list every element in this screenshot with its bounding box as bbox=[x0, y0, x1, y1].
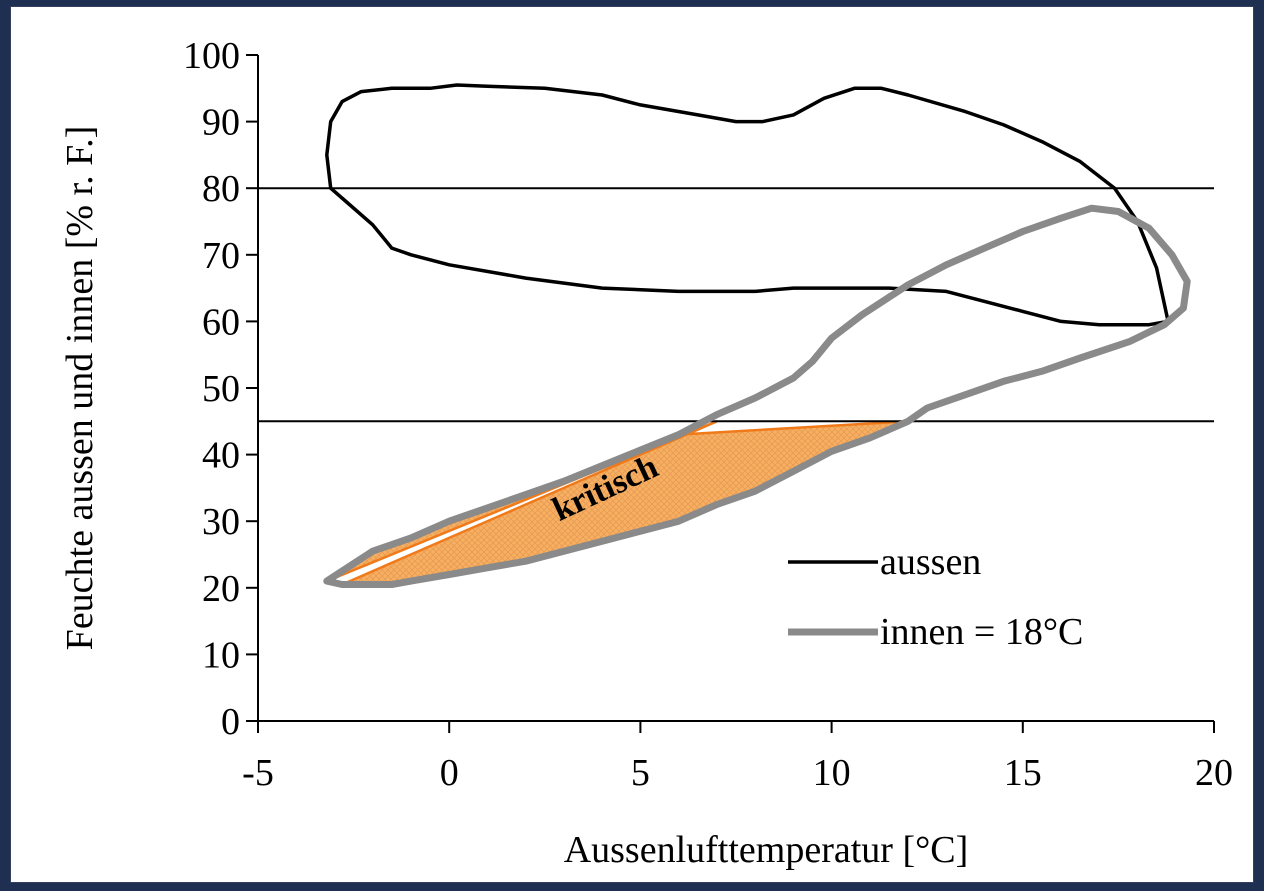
y-tick-label: 20 bbox=[202, 568, 240, 610]
y-tick-label: 40 bbox=[202, 435, 240, 477]
y-tick-label: 70 bbox=[202, 235, 240, 277]
x-tick-label: 15 bbox=[1004, 752, 1042, 794]
legend: aussen innen = 18°C bbox=[788, 541, 1083, 653]
series-lines bbox=[323, 83, 1191, 588]
y-tick-label: 30 bbox=[202, 501, 240, 543]
series-line-innen bbox=[323, 204, 1191, 588]
reference-lines bbox=[258, 187, 1214, 423]
y-tick-label: 100 bbox=[183, 35, 240, 77]
x-tick-label: 20 bbox=[1195, 752, 1233, 794]
y-tick-label: 10 bbox=[202, 634, 240, 676]
y-tick-label: 50 bbox=[202, 368, 240, 410]
series-line-aussen bbox=[325, 83, 1170, 327]
y-tick-label: 60 bbox=[202, 301, 240, 343]
x-tick-label: 10 bbox=[813, 752, 851, 794]
y-axis-title: Feuchte aussen und innen [% r. F.] bbox=[59, 126, 101, 651]
y-tick-label: 80 bbox=[202, 168, 240, 210]
x-axis-title: Aussenlufttemperatur [°C] bbox=[564, 829, 969, 871]
y-tick-label: 90 bbox=[202, 102, 240, 144]
y-tick-label: 0 bbox=[221, 701, 240, 743]
x-tick-label: 5 bbox=[631, 752, 650, 794]
legend-label-aussen: aussen bbox=[880, 541, 981, 583]
chart-panel: 0 10 20 30 40 50 60 70 80 90 100 -5 0 5 10 15 20 kritisc… bbox=[10, 6, 1254, 883]
x-tick-label: -5 bbox=[242, 752, 274, 794]
x-tick-label: 0 bbox=[440, 752, 459, 794]
legend-label-innen: innen = 18°C bbox=[880, 611, 1083, 653]
